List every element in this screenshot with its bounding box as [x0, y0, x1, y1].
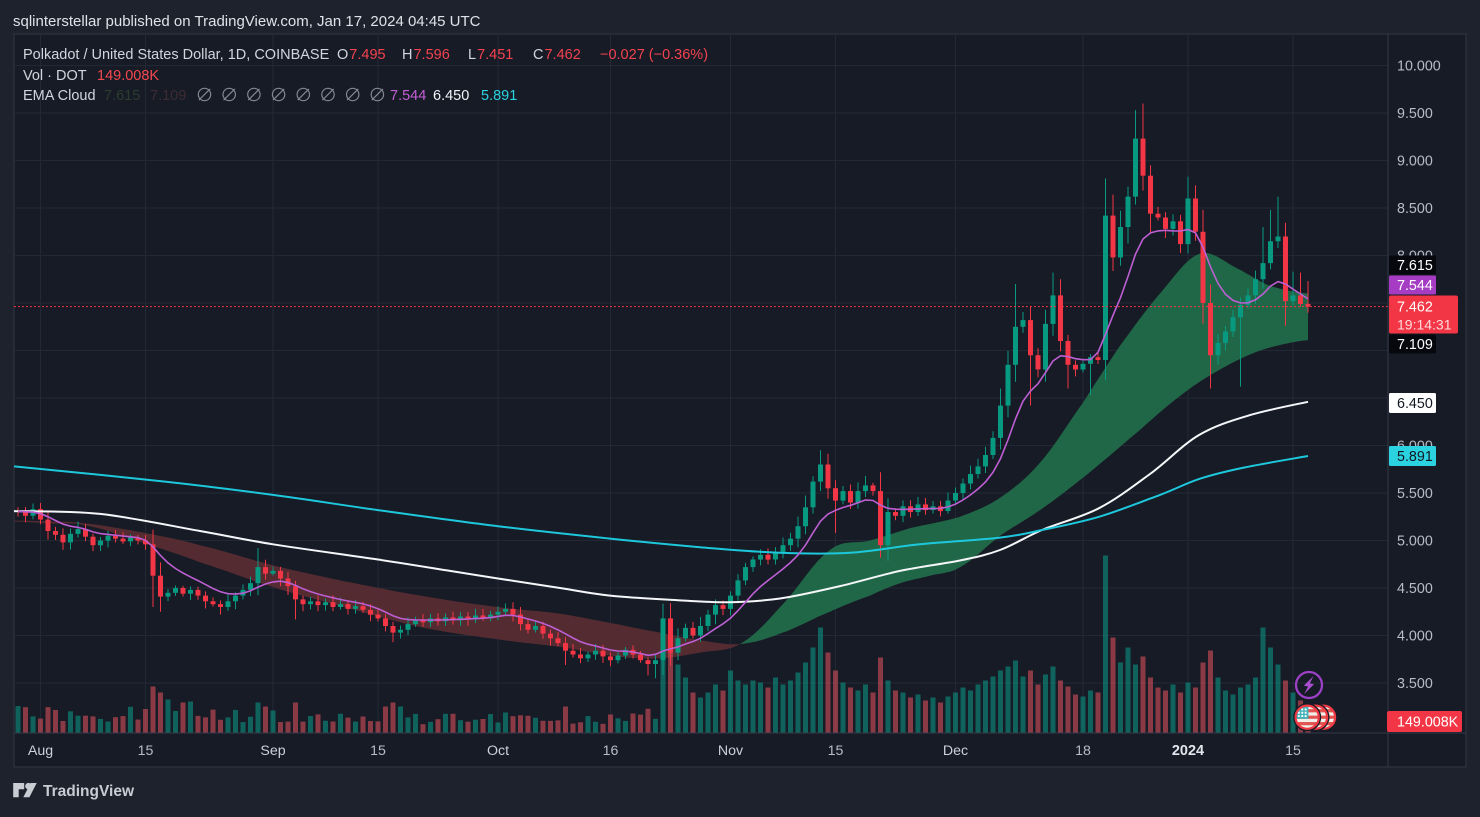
svg-text:TradingView: TradingView	[43, 783, 135, 800]
svg-text:18: 18	[1075, 743, 1091, 759]
svg-text:6.450: 6.450	[433, 88, 469, 104]
svg-text:19:14:31: 19:14:31	[1397, 317, 1452, 333]
svg-text:149.008K: 149.008K	[1397, 715, 1459, 731]
svg-text:4.500: 4.500	[1397, 581, 1433, 597]
svg-text:7.615: 7.615	[1397, 258, 1433, 274]
svg-text:9.500: 9.500	[1397, 106, 1433, 122]
svg-text:10.000: 10.000	[1397, 59, 1441, 75]
svg-text:7.544: 7.544	[390, 88, 426, 104]
svg-text:7.462: 7.462	[1397, 300, 1433, 316]
svg-text:7.544: 7.544	[1397, 278, 1433, 294]
svg-text:5.891: 5.891	[1397, 449, 1433, 465]
svg-text:6.450: 6.450	[1397, 396, 1433, 412]
svg-text:2024: 2024	[1172, 743, 1204, 759]
svg-text:EMA Cloud: EMA Cloud	[23, 88, 96, 104]
svg-text:15: 15	[370, 743, 386, 759]
svg-text:7.615: 7.615	[104, 88, 140, 104]
svg-text:sqlinterstellar published on T: sqlinterstellar published on TradingView…	[13, 13, 481, 30]
svg-text:16: 16	[603, 743, 619, 759]
svg-text:Nov: Nov	[718, 743, 744, 759]
svg-text:5.000: 5.000	[1397, 534, 1433, 550]
svg-text:149.008K: 149.008K	[97, 68, 159, 84]
svg-text:Dec: Dec	[943, 743, 968, 759]
svg-text:Polkadot / United States Dolla: Polkadot / United States Dollar, 1D, COI…	[23, 47, 330, 63]
svg-text:15: 15	[828, 743, 844, 759]
svg-text:Oct: Oct	[487, 743, 509, 759]
svg-text:Sep: Sep	[260, 743, 285, 759]
svg-text:8.500: 8.500	[1397, 201, 1433, 217]
svg-text:15: 15	[1285, 743, 1301, 759]
svg-text:5.500: 5.500	[1397, 486, 1433, 502]
svg-text:5.891: 5.891	[481, 88, 517, 104]
svg-text:Aug: Aug	[28, 743, 53, 759]
svg-text:7.109: 7.109	[150, 88, 186, 104]
svg-text:3.500: 3.500	[1397, 676, 1433, 692]
svg-text:4.000: 4.000	[1397, 629, 1433, 645]
svg-text:9.000: 9.000	[1397, 154, 1433, 170]
svg-text:Vol · DOT: Vol · DOT	[23, 68, 87, 84]
svg-text:7.109: 7.109	[1397, 337, 1433, 353]
svg-text:15: 15	[138, 743, 154, 759]
